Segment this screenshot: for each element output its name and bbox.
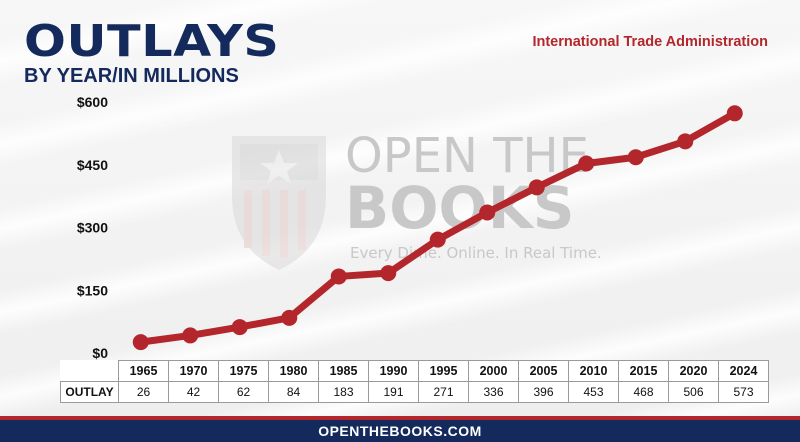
data-point [380,265,397,282]
data-label: 183 [318,381,369,403]
x-tick-label: 2024 [718,360,769,382]
data-point [479,204,496,221]
data-label: 62 [218,381,269,403]
data-point [231,319,248,336]
data-label: 453 [568,381,619,403]
data-point [429,231,446,248]
chart-title: OUTLAYS [24,16,280,67]
watermark: OPEN THE BOOKS Every Dime. Online. In Re… [232,128,602,270]
watermark-tagline: Every Dime. Online. In Real Time. [350,244,602,262]
x-tick-label: 1995 [418,360,469,382]
x-tick-label: 2005 [518,360,569,382]
data-label: 468 [618,381,669,403]
data-label: 506 [668,381,719,403]
x-tick-label: 1965 [118,360,169,382]
table-corner [60,360,119,382]
data-label: 42 [168,381,219,403]
x-tick-label: 1970 [168,360,219,382]
x-tick-label: 1990 [368,360,419,382]
series-outlay [132,105,743,351]
x-tick-label: 1975 [218,360,269,382]
table-row-years: 1965 1970 1975 1980 1985 1990 1995 2000 2005 2010… [60,360,769,382]
data-label: 84 [268,381,319,403]
source-label: International Trade Administration [532,34,768,50]
footer-url: OPENTHEBOOKS.COM [318,423,482,439]
data-label: 26 [118,381,169,403]
y-tick-label: $300 [77,220,108,236]
y-tick-label: $0 [92,345,108,361]
data-label: 336 [468,381,519,403]
x-tick-label: 1985 [318,360,369,382]
data-point [627,149,644,166]
y-tick-label: $150 [77,282,108,298]
data-point [677,133,694,150]
table-row-label: OUTLAY [60,381,119,403]
chart-subtitle: BY YEAR/IN MILLIONS [24,65,239,87]
data-label: 191 [368,381,419,403]
data-point [578,155,595,172]
data-point [528,179,545,196]
footer-bar: OPENTHEBOOKS.COM [0,416,800,442]
data-table: 1965 1970 1975 1980 1985 1990 1995 2000 2005 2010… [60,360,769,403]
x-tick-label: 1980 [268,360,319,382]
x-tick-label: 2000 [468,360,519,382]
x-tick-label: 2015 [618,360,669,382]
data-point [330,268,347,285]
data-point [726,105,743,122]
y-axis: $0 $150 $300 $450 $600 [77,94,108,361]
y-tick-label: $450 [77,157,108,173]
x-tick-label: 2020 [668,360,719,382]
data-point [281,309,298,326]
data-point [182,327,199,344]
data-label: 271 [418,381,469,403]
watermark-shield-icon [232,136,326,270]
watermark-line1: OPEN THE [345,128,589,184]
data-label: 396 [518,381,569,403]
data-point [132,334,149,351]
x-tick-label: 2010 [568,360,619,382]
table-row-outlay: OUTLAY 26 42 62 84 183 191 271 336 396 453 468 506 5… [60,381,769,403]
data-label: 573 [718,381,769,403]
y-tick-label: $600 [77,94,108,110]
